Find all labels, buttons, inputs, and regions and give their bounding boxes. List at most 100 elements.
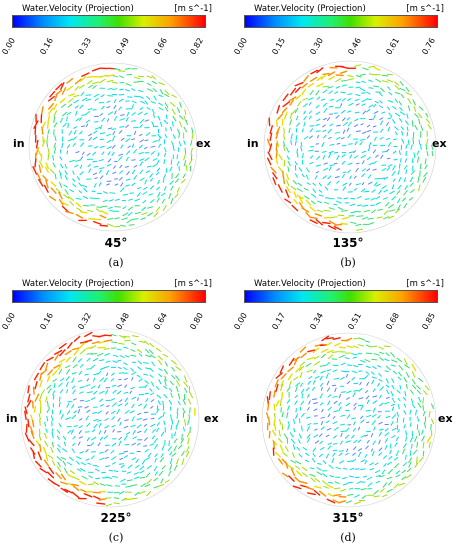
velocity-vector (73, 335, 81, 342)
velocity-vector (118, 94, 125, 96)
velocity-vector (62, 111, 68, 117)
velocity-vector (383, 463, 387, 467)
velocity-vector (134, 491, 140, 496)
velocity-vector (79, 104, 84, 109)
velocity-vector (149, 199, 155, 204)
velocity-vector (163, 120, 168, 125)
velocity-vector (280, 384, 284, 391)
velocity-vector (116, 408, 120, 415)
velocity-vector (388, 209, 396, 212)
velocity-vector (409, 182, 414, 187)
velocity-vector (289, 112, 293, 119)
velocity-vector (373, 111, 379, 114)
velocity-vector (321, 408, 324, 413)
velocity-vector (27, 418, 30, 428)
velocity-vector (118, 156, 123, 161)
velocity-vector (410, 389, 414, 395)
velocity-vector (329, 99, 335, 101)
velocity-vector (309, 135, 313, 139)
velocity-vector (119, 126, 125, 128)
velocity-vector (71, 491, 80, 499)
velocity-vector (387, 117, 392, 120)
velocity-vector (54, 173, 57, 180)
velocity-vector (98, 390, 105, 394)
exit-label: ex (438, 412, 453, 425)
velocity-vector (375, 195, 381, 200)
velocity-vector (38, 434, 42, 441)
velocity-vector (412, 137, 415, 145)
velocity-vector (340, 103, 343, 107)
velocity-vector (338, 346, 347, 349)
velocity-vector (310, 69, 319, 75)
velocity-vector (124, 355, 130, 358)
velocity-vector (169, 166, 173, 172)
velocity-vector (359, 141, 363, 146)
velocity-vector (327, 394, 332, 398)
velocity-vector (362, 67, 369, 71)
velocity-vector (76, 460, 80, 465)
velocity-vector (116, 348, 122, 351)
velocity-vector (60, 413, 64, 420)
velocity-vector (399, 107, 403, 111)
velocity-vector (392, 150, 397, 154)
velocity-vector (411, 404, 416, 409)
velocity-vector (372, 407, 376, 413)
velocity-vector (320, 73, 327, 80)
velocity-panel-b: Water.Velocity (Projection) [m s^-1] 0.0… (232, 0, 464, 275)
colorbar-units: [m s^-1] (174, 279, 212, 289)
velocity-vector (325, 337, 334, 340)
velocity-vector (308, 110, 312, 114)
velocity-vector (303, 115, 307, 121)
velocity-vector (104, 457, 109, 459)
velocity-vector (133, 95, 139, 98)
velocity-vector (301, 466, 308, 472)
velocity-vector (327, 71, 336, 77)
velocity-vector (392, 106, 397, 110)
velocity-vector (164, 152, 167, 157)
velocity-vector (305, 362, 312, 367)
velocity-vector (52, 162, 56, 168)
velocity-vector (408, 457, 413, 463)
velocity-vector (97, 353, 104, 357)
velocity-vector (417, 176, 420, 183)
velocity-vector (85, 415, 89, 421)
velocity-vector (131, 497, 138, 500)
velocity-vector (278, 429, 281, 437)
velocity-vector (162, 406, 165, 411)
velocity-vector (114, 225, 121, 228)
velocity-vector (314, 175, 318, 180)
velocity-vector (126, 171, 130, 176)
velocity-vector (398, 100, 402, 106)
velocity-vector (382, 197, 388, 200)
velocity-vector (332, 364, 339, 367)
velocity-vector (86, 75, 95, 79)
velocity-vector (366, 108, 371, 113)
velocity-vector (146, 75, 153, 79)
velocity-vector (125, 89, 130, 92)
velocity-vector (304, 136, 309, 140)
velocity-vector (141, 459, 146, 465)
velocity-vector (119, 490, 125, 495)
velocity-vector (74, 477, 80, 481)
velocity-vector (368, 181, 373, 185)
velocity-vector (129, 390, 132, 394)
velocity-vector (150, 178, 153, 182)
velocity-vector (370, 433, 374, 438)
velocity-vector (58, 382, 63, 387)
velocity-vector (386, 488, 393, 493)
velocity-vector (46, 415, 49, 422)
velocity-vector (371, 450, 375, 456)
velocity-vector (124, 409, 130, 414)
velocity-vector (24, 410, 27, 421)
velocity-vector (124, 166, 129, 168)
velocity-vector (40, 369, 48, 376)
velocity-vector (143, 424, 147, 427)
velocity-vector (38, 413, 41, 420)
velocity-vector (66, 144, 71, 149)
velocity-vector (81, 125, 86, 128)
velocity-vector (285, 189, 290, 198)
velocity-vector (117, 417, 121, 422)
velocity-vector (158, 143, 161, 148)
velocity-vector (94, 177, 98, 179)
velocity-vector (123, 367, 128, 371)
